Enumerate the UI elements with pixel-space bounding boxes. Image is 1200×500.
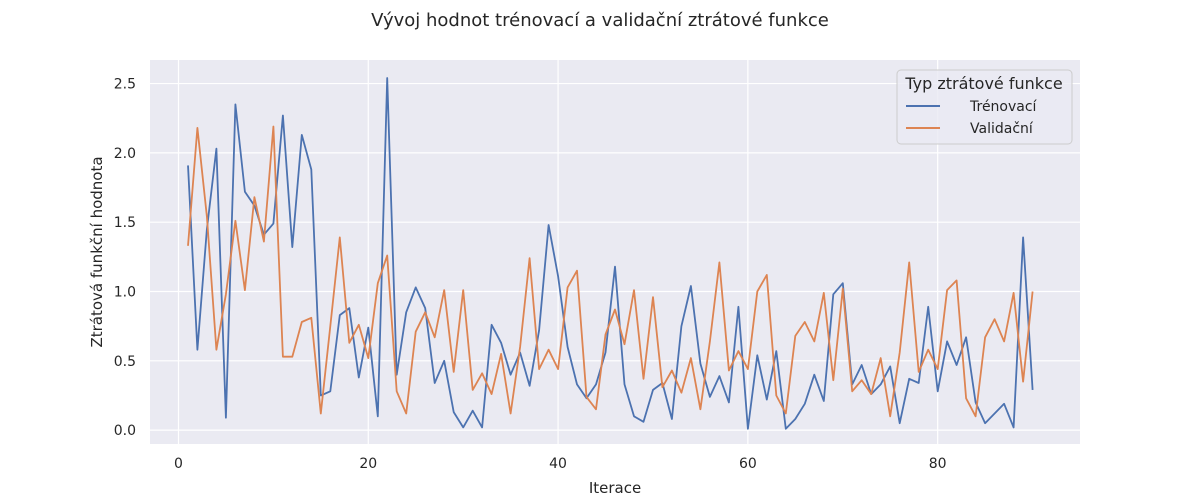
tick-labels: 0 20 40 60 80 0.0 0.5 1.0 1.5 2.0 2.5: [114, 77, 947, 472]
y-tick-label: 0.5: [114, 354, 136, 370]
y-tick-label: 2.5: [114, 77, 136, 93]
legend: Typ ztrátové funkce Trénovací Validační: [896, 69, 1073, 145]
legend-box: [896, 69, 1073, 145]
chart-title: Vývoj hodnot trénovací a validační ztrát…: [371, 10, 829, 31]
y-tick-label: 1.5: [114, 215, 136, 231]
x-tick-label: 80: [929, 456, 947, 472]
y-tick-label: 0.0: [114, 423, 136, 439]
series-line-trenovaci: [187, 77, 1034, 430]
legend-label-validacni: Validační: [970, 121, 1034, 137]
series-group: [187, 77, 1034, 430]
y-axis-label: Ztrátová funkční hodnota: [88, 156, 106, 347]
y-tick-label: 2.0: [114, 146, 136, 162]
legend-title: Typ ztrátové funkce: [904, 74, 1062, 93]
x-tick-label: 60: [739, 456, 757, 472]
x-tick-label: 40: [549, 456, 567, 472]
x-tick-label: 20: [359, 456, 377, 472]
x-axis-label: Iterace: [589, 479, 641, 497]
legend-label-trenovaci: Trénovací: [969, 99, 1038, 115]
y-tick-label: 1.0: [114, 285, 136, 301]
series-line-validacni: [187, 125, 1034, 418]
x-tick-label: 0: [174, 456, 183, 472]
